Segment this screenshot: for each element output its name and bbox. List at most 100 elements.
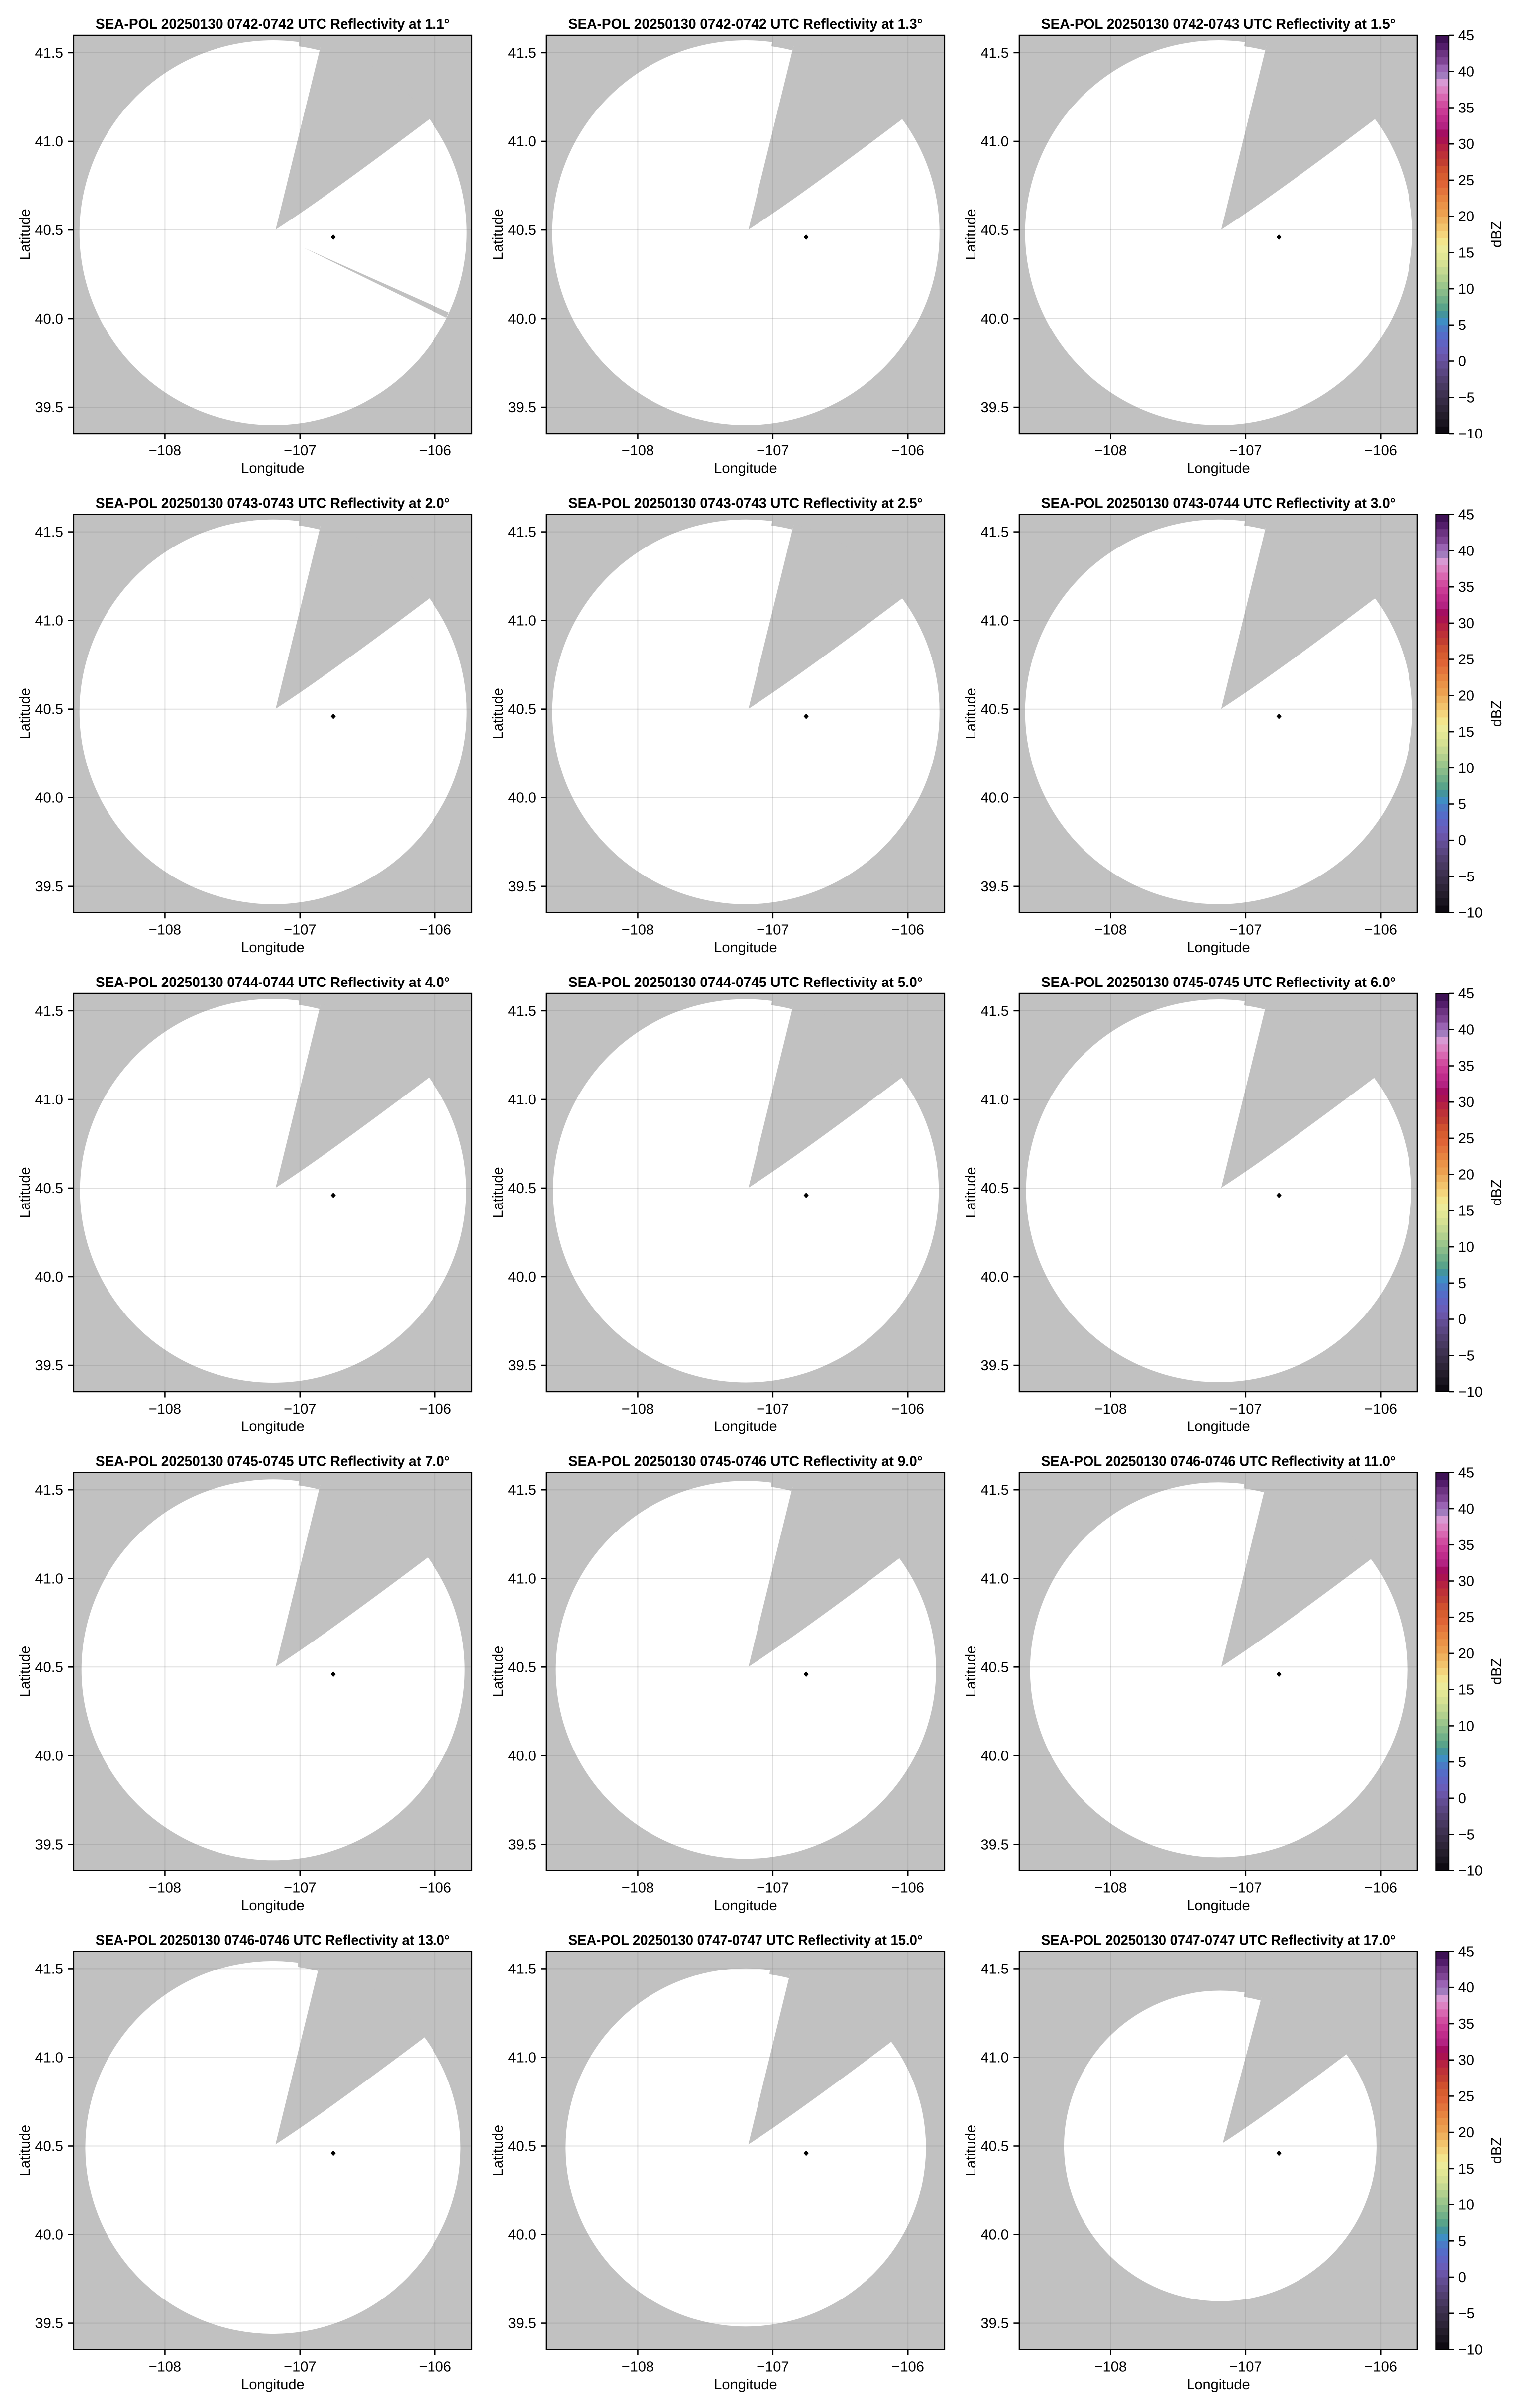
svg-text:−107: −107 <box>284 1401 316 1417</box>
svg-text:30: 30 <box>1458 1574 1474 1590</box>
svg-text:−108: −108 <box>622 2359 654 2375</box>
svg-text:45: 45 <box>1458 986 1474 1002</box>
svg-text:Latitude: Latitude <box>490 2125 506 2176</box>
svg-text:40.5: 40.5 <box>35 702 63 718</box>
svg-text:SEA-POL 20250130 0742-0742 UTC: SEA-POL 20250130 0742-0742 UTC Reflectiv… <box>568 16 923 32</box>
svg-text:Longitude: Longitude <box>1187 2377 1250 2393</box>
svg-text:dBZ: dBZ <box>1489 2137 1505 2164</box>
svg-text:−106: −106 <box>892 922 924 938</box>
svg-text:39.5: 39.5 <box>980 400 1008 416</box>
svg-text:41.0: 41.0 <box>35 613 63 629</box>
svg-text:39.5: 39.5 <box>35 400 63 416</box>
svg-text:10: 10 <box>1458 281 1474 297</box>
svg-text:SEA-POL 20250130 0747-0747 UTC: SEA-POL 20250130 0747-0747 UTC Reflectiv… <box>1041 1933 1396 1949</box>
svg-text:−106: −106 <box>419 443 451 459</box>
svg-text:10: 10 <box>1458 1718 1474 1734</box>
svg-text:SEA-POL 20250130 0746-0746 UTC: SEA-POL 20250130 0746-0746 UTC Reflectiv… <box>96 1933 450 1949</box>
svg-text:−10: −10 <box>1458 2342 1483 2358</box>
svg-text:Latitude: Latitude <box>963 1646 979 1697</box>
svg-text:30: 30 <box>1458 616 1474 632</box>
svg-text:41.0: 41.0 <box>980 134 1008 150</box>
svg-text:−108: −108 <box>1094 1401 1127 1417</box>
svg-text:39.5: 39.5 <box>980 1837 1008 1853</box>
svg-text:40.5: 40.5 <box>35 222 63 238</box>
svg-text:Latitude: Latitude <box>17 1646 33 1697</box>
svg-text:−107: −107 <box>1229 922 1262 938</box>
svg-text:Latitude: Latitude <box>963 688 979 739</box>
svg-text:41.5: 41.5 <box>980 1961 1008 1977</box>
svg-text:Longitude: Longitude <box>1187 1898 1250 1914</box>
svg-text:40.5: 40.5 <box>508 2139 536 2155</box>
svg-text:Latitude: Latitude <box>17 209 33 260</box>
svg-text:40.0: 40.0 <box>508 2227 536 2243</box>
svg-text:−106: −106 <box>1365 922 1397 938</box>
svg-text:39.5: 39.5 <box>508 2316 536 2332</box>
svg-text:Latitude: Latitude <box>490 209 506 260</box>
svg-text:Latitude: Latitude <box>17 1167 33 1218</box>
svg-text:−10: −10 <box>1458 426 1483 442</box>
svg-text:Longitude: Longitude <box>241 2377 304 2393</box>
svg-text:40.0: 40.0 <box>508 1748 536 1764</box>
svg-text:40.0: 40.0 <box>508 790 536 806</box>
svg-text:40.0: 40.0 <box>508 1269 536 1285</box>
svg-text:40.0: 40.0 <box>35 311 63 327</box>
svg-text:−5: −5 <box>1458 1827 1475 1843</box>
svg-text:SEA-POL 20250130 0744-0745 UTC: SEA-POL 20250130 0744-0745 UTC Reflectiv… <box>568 975 923 990</box>
svg-text:−106: −106 <box>892 1401 924 1417</box>
svg-text:Longitude: Longitude <box>241 1419 304 1435</box>
svg-text:−107: −107 <box>1229 2359 1262 2375</box>
svg-text:40.0: 40.0 <box>980 790 1008 806</box>
svg-text:20: 20 <box>1458 1167 1474 1183</box>
svg-text:40.5: 40.5 <box>508 1181 536 1197</box>
svg-text:45: 45 <box>1458 507 1474 523</box>
svg-text:40: 40 <box>1458 1980 1474 1996</box>
svg-text:30: 30 <box>1458 1095 1474 1110</box>
svg-text:−106: −106 <box>892 2359 924 2375</box>
svg-text:SEA-POL 20250130 0745-0745 UTC: SEA-POL 20250130 0745-0745 UTC Reflectiv… <box>96 1453 450 1469</box>
svg-text:SEA-POL 20250130 0745-0746 UTC: SEA-POL 20250130 0745-0746 UTC Reflectiv… <box>568 1453 923 1469</box>
svg-text:39.5: 39.5 <box>35 1837 63 1853</box>
svg-text:−10: −10 <box>1458 1863 1483 1879</box>
svg-text:−108: −108 <box>622 1401 654 1417</box>
svg-text:41.5: 41.5 <box>508 1482 536 1498</box>
svg-text:5: 5 <box>1458 1754 1466 1770</box>
svg-text:−5: −5 <box>1458 1348 1475 1364</box>
svg-text:Longitude: Longitude <box>714 2377 777 2393</box>
svg-text:−5: −5 <box>1458 2306 1475 2322</box>
svg-text:40.0: 40.0 <box>35 1269 63 1285</box>
svg-text:Latitude: Latitude <box>490 1646 506 1697</box>
svg-text:−106: −106 <box>892 1880 924 1896</box>
svg-text:0: 0 <box>1458 1312 1466 1328</box>
svg-text:39.5: 39.5 <box>508 1358 536 1374</box>
svg-text:−108: −108 <box>1094 922 1127 938</box>
svg-text:40: 40 <box>1458 1022 1474 1038</box>
svg-text:dBZ: dBZ <box>1489 221 1505 247</box>
svg-text:39.5: 39.5 <box>980 2316 1008 2332</box>
svg-text:Longitude: Longitude <box>1187 940 1250 956</box>
svg-text:Longitude: Longitude <box>1187 1419 1250 1435</box>
svg-text:41.5: 41.5 <box>508 1961 536 1977</box>
svg-text:40.0: 40.0 <box>508 311 536 327</box>
svg-text:−108: −108 <box>622 922 654 938</box>
svg-text:40.5: 40.5 <box>980 702 1008 718</box>
svg-text:41.0: 41.0 <box>980 2050 1008 2066</box>
svg-text:41.0: 41.0 <box>508 134 536 150</box>
svg-text:Latitude: Latitude <box>490 1167 506 1218</box>
svg-text:40.5: 40.5 <box>980 1659 1008 1675</box>
svg-text:41.5: 41.5 <box>508 525 536 541</box>
svg-text:5: 5 <box>1458 318 1466 333</box>
svg-text:41.5: 41.5 <box>980 525 1008 541</box>
svg-text:45: 45 <box>1458 28 1474 44</box>
svg-text:40.5: 40.5 <box>35 2139 63 2155</box>
svg-text:−107: −107 <box>757 443 789 459</box>
svg-text:40.0: 40.0 <box>980 1269 1008 1285</box>
svg-text:Latitude: Latitude <box>17 688 33 739</box>
svg-text:40.0: 40.0 <box>980 311 1008 327</box>
svg-text:25: 25 <box>1458 1610 1474 1626</box>
svg-text:−10: −10 <box>1458 905 1483 921</box>
svg-text:45: 45 <box>1458 1465 1474 1481</box>
svg-text:Latitude: Latitude <box>963 1167 979 1218</box>
svg-text:−107: −107 <box>757 2359 789 2375</box>
svg-text:Longitude: Longitude <box>714 461 777 477</box>
svg-text:5: 5 <box>1458 2233 1466 2249</box>
